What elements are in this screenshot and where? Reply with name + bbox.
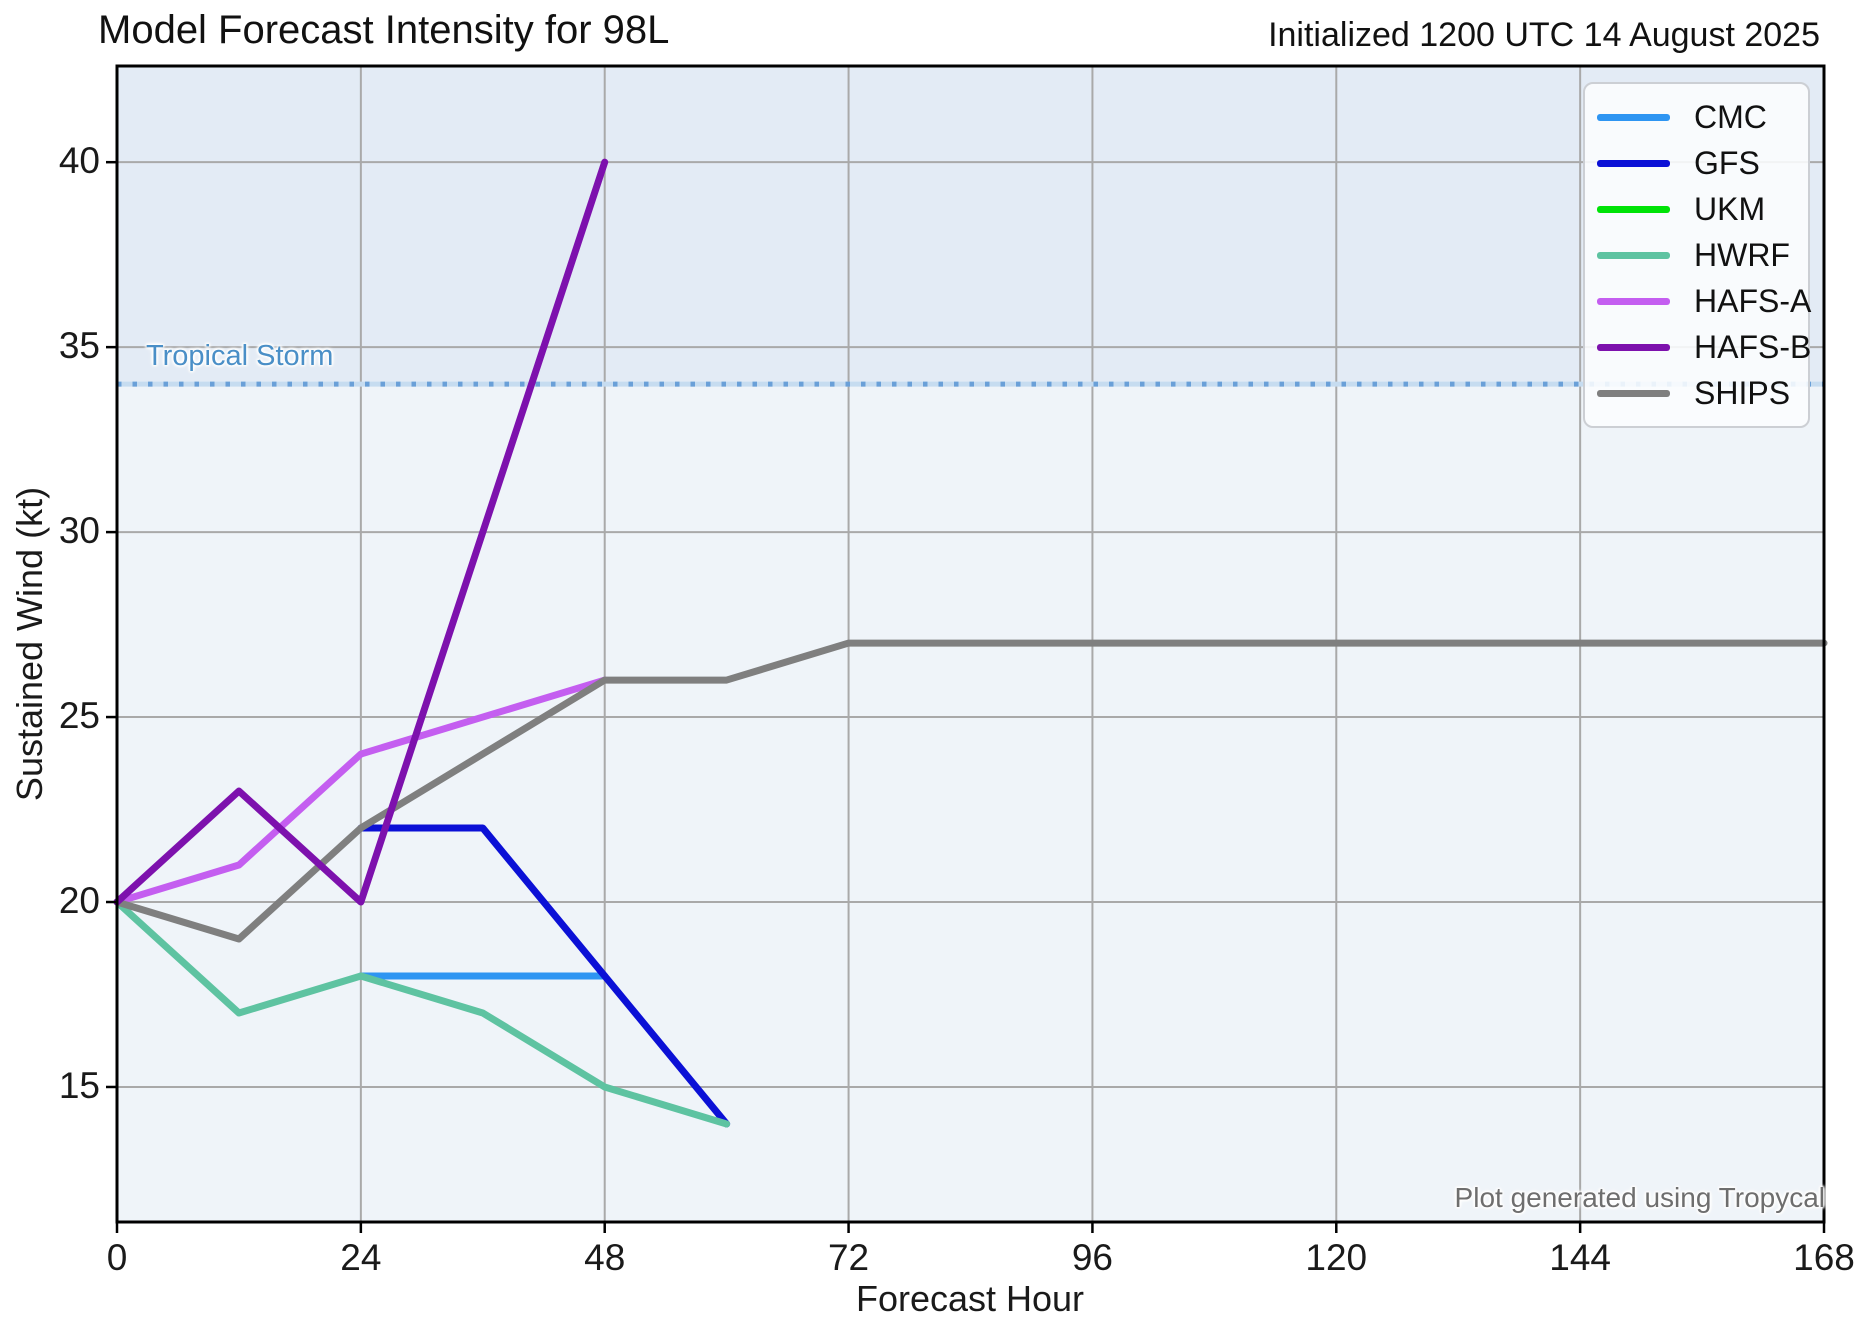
legend-swatch-hwrf xyxy=(1597,251,1670,259)
y-tick-label: 15 xyxy=(58,1064,100,1106)
y-tick-label: 25 xyxy=(58,695,100,737)
y-tick-label: 35 xyxy=(58,325,100,367)
band-below-threshold xyxy=(117,384,1824,1222)
legend-swatch-gfs xyxy=(1597,159,1670,167)
band-above-threshold xyxy=(117,66,1824,385)
plot-frame xyxy=(115,64,1826,1224)
legend-item-ukm: UKM xyxy=(1585,186,1808,232)
y-tick-label: 30 xyxy=(58,510,100,552)
legend-label-hafs-a: HAFS-A xyxy=(1694,282,1812,319)
legend-item-hwrf: HWRF xyxy=(1585,232,1808,278)
legend-label-cmc: CMC xyxy=(1694,98,1767,135)
legend-item-hafs-b: HAFS-B xyxy=(1585,324,1812,370)
legend-label-hafs-b: HAFS-B xyxy=(1694,328,1812,365)
series-line-hafs-b xyxy=(113,158,609,906)
series-line-gfs xyxy=(357,824,731,1128)
x-axis-label: Forecast Hour xyxy=(855,1278,1085,1319)
y-tick-label: 20 xyxy=(58,880,100,922)
legend-item-gfs: GFS xyxy=(1585,140,1808,186)
credit-text: Plot generated using Tropycal xyxy=(1454,1182,1825,1213)
series-line-hafs-a xyxy=(113,676,609,906)
legend-swatch-ships xyxy=(1597,389,1670,397)
legend-label-ukm: UKM xyxy=(1694,190,1766,227)
x-tick-label: 0 xyxy=(106,1237,128,1278)
legend-swatch-hafs-a xyxy=(1597,297,1670,305)
initialization-time-label: Initialized 1200 UTC 14 August 2025 xyxy=(1268,16,1820,54)
x-tick-label: 120 xyxy=(1305,1237,1368,1278)
legend-item-cmc: CMC xyxy=(1585,94,1808,140)
legend: CMC GFS UKM HWRF HAFS-A HAFS-B SHIPS xyxy=(1583,82,1812,428)
legend-swatch-cmc xyxy=(1597,113,1670,121)
x-tick-label: 144 xyxy=(1549,1237,1611,1278)
x-tick-label: 72 xyxy=(827,1237,870,1278)
legend-swatch-ukm xyxy=(1597,205,1670,213)
legend-item-hafs-a: HAFS-A xyxy=(1585,278,1812,324)
y-tick-label: 40 xyxy=(58,140,100,182)
legend-item-ships: SHIPS xyxy=(1585,370,1808,416)
x-tick-label: 168 xyxy=(1793,1237,1855,1278)
legend-label-gfs: GFS xyxy=(1694,144,1760,181)
tropical-storm-threshold-label: Tropical Storm xyxy=(146,340,334,372)
x-tick-label: 48 xyxy=(584,1237,626,1278)
legend-label-ships: SHIPS xyxy=(1694,374,1791,411)
x-tick-label: 96 xyxy=(1071,1237,1113,1278)
page-title: Model Forecast Intensity for 98L xyxy=(98,8,670,52)
series-line-hwrf xyxy=(113,898,731,1128)
x-tick-label: 24 xyxy=(340,1237,382,1278)
legend-swatch-hafs-b xyxy=(1597,343,1670,351)
legend-label-hwrf: HWRF xyxy=(1694,236,1790,273)
